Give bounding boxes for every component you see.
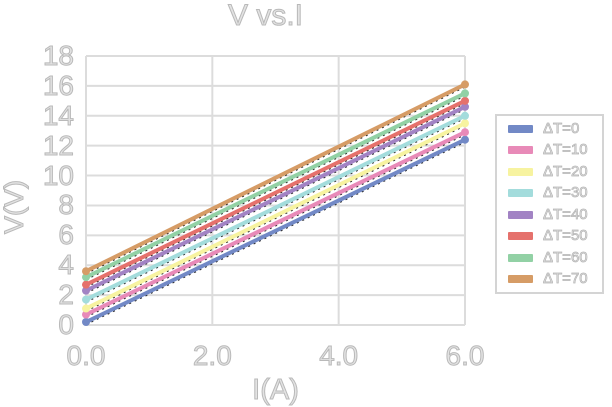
y-tick-label: 8 [58,189,75,221]
legend-item: ΔT=50 [497,226,602,248]
y-tick-label: 18 [42,40,74,71]
series-marker [82,273,90,282]
legend-label: ΔT=10 [543,141,588,159]
legend-swatch [508,167,533,176]
series-marker [461,111,469,120]
series-marker [82,267,90,276]
y-tick-label: 0 [58,309,75,340]
x-tick-label: 6.0 [445,340,485,371]
series-marker [82,318,90,327]
series-line [84,91,467,280]
legend-item: ΔT=10 [497,140,602,162]
legend: ΔT=0 ΔT=10 ΔT=20 ΔT=30 ΔT=40 ΔT=50 ΔT=60 ΔT=70 [495,114,604,294]
series-trendline [85,108,466,294]
legend-label: ΔT=0 [543,119,580,137]
series-trendline [85,95,466,281]
legend-swatch [508,275,533,284]
y-tick-label: 16 [42,69,74,101]
series-trendline [85,125,466,312]
series-marker [82,295,90,304]
legend-item: ΔT=0 [497,118,602,140]
series-line [84,137,467,325]
legend-swatch [508,210,533,219]
y-tick-label: 10 [42,159,74,191]
legend-label: ΔT=40 [543,205,588,223]
y-tick-label: 4 [58,249,75,281]
legend-label: ΔT=50 [543,227,588,245]
x-axis-label: I(A) [252,374,300,406]
legend-swatch [508,232,533,241]
series-line [84,113,467,302]
legend-label: ΔT=60 [543,248,588,266]
legend-label: ΔT=70 [543,270,588,288]
series-marker [461,135,469,144]
y-tick-label: 12 [42,129,74,161]
series-marker [82,286,90,295]
series-marker [82,310,90,319]
legend-swatch [508,189,533,198]
series-line [84,121,467,311]
legend-swatch [508,124,533,133]
chart-title: V vs.I [227,0,303,32]
series-marker [82,280,90,289]
y-tick-label: 2 [58,279,75,311]
legend-swatch [508,253,533,262]
y-tick-label: 6 [58,219,75,251]
series-marker [82,304,90,313]
series-trendline [85,134,466,318]
legend-item: ΔT=40 [497,204,602,226]
series-line [84,82,467,274]
legend-swatch [508,146,533,155]
series-line [84,98,467,287]
series-line [84,130,467,317]
series-marker [461,102,469,111]
series-trendline [85,102,466,288]
series-marker [461,80,469,89]
legend-item: ΔT=70 [497,269,602,291]
legend-item: ΔT=20 [497,161,602,183]
series-trendline [85,141,466,326]
series-marker [461,128,469,137]
legend-item: ΔT=30 [497,183,602,205]
x-tick-label: 2.0 [192,340,232,371]
x-tick-label: 0.0 [66,340,106,371]
series-trendline [85,117,466,303]
series-trendline [85,86,466,275]
legend-item: ΔT=60 [497,247,602,269]
series-marker [461,89,469,98]
series-marker [461,119,469,128]
legend-label: ΔT=30 [543,184,588,202]
legend-label: ΔT=20 [543,162,588,180]
series-line [84,104,467,293]
series-marker [461,96,469,105]
x-tick-label: 4.0 [319,340,359,371]
y-tick-label: 14 [42,99,74,131]
